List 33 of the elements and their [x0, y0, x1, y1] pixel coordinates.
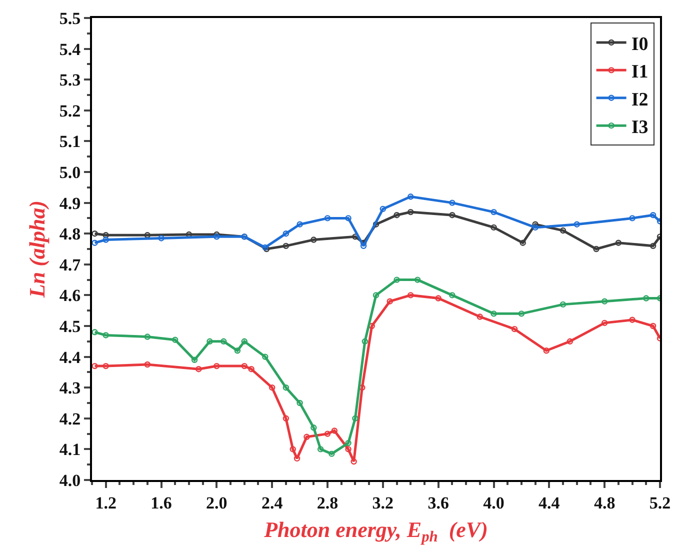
y-tick-label: 5.0 — [59, 162, 81, 182]
x-tick-label: 4.8 — [594, 493, 616, 512]
y-axis-title: Ln (alpha) — [24, 200, 50, 299]
y-tick-label: 5.5 — [59, 8, 81, 28]
legend-label: I1 — [631, 62, 648, 83]
legend-label: I3 — [631, 116, 648, 138]
legend-label: I2 — [631, 89, 648, 110]
x-tick-label: 4.4 — [538, 493, 560, 512]
x-tick-label: 2.0 — [206, 493, 228, 512]
x-tick-label: 3.2 — [372, 493, 394, 512]
y-tick-label: 4.5 — [59, 316, 81, 336]
y-tick-label: 5.2 — [59, 101, 81, 120]
x-tick-label: 1.2 — [95, 493, 116, 512]
x-tick-label: 2.4 — [261, 493, 284, 512]
y-tick-label: 4.3 — [59, 378, 81, 398]
legend-label: I0 — [631, 34, 648, 55]
x-tick-label: 4.0 — [483, 493, 504, 512]
y-tick-label: 4.6 — [59, 286, 81, 306]
y-tick-label: 4.1 — [59, 440, 81, 460]
y-tick-label: 5.3 — [59, 70, 81, 90]
y-tick-label: 4.7 — [59, 255, 82, 274]
y-tick-label: 4.9 — [59, 194, 81, 213]
x-tick-label: 3.6 — [428, 493, 449, 512]
x-tick-label: 1.6 — [150, 493, 172, 512]
y-tick-label: 5.4 — [59, 40, 82, 59]
y-tick-label: 4.2 — [59, 409, 81, 428]
x-tick-label: 5.2 — [649, 493, 671, 512]
y-tick-label: 4.8 — [59, 224, 81, 244]
y-tick-label: 4.4 — [59, 348, 82, 367]
x-axis-title: Photon energy, E$_{ph}$ (eV) — [263, 516, 488, 546]
y-tick-label: 5.1 — [59, 132, 81, 152]
x-tick-label: 2.8 — [316, 493, 338, 512]
y-tick-label: 4.0 — [59, 470, 81, 490]
